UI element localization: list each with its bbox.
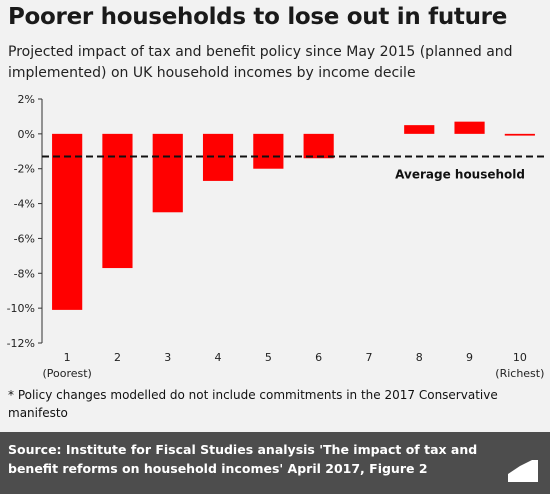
chart-title: Poorer households to lose out in future <box>8 4 508 30</box>
y-tick-label: -4% <box>14 198 35 211</box>
x-tick-label: 7 <box>365 351 372 364</box>
x-tick-label: 6 <box>315 351 322 364</box>
x-tick-label: 3 <box>164 351 171 364</box>
x-tick-label: 2 <box>114 351 121 364</box>
y-tick-label: -10% <box>7 302 35 315</box>
y-tick-label: -6% <box>14 232 35 245</box>
y-tick-label: -2% <box>14 163 35 176</box>
x-tick-label: 9 <box>466 351 473 364</box>
x-tick-label: 8 <box>416 351 423 364</box>
chart-subtitle: Projected impact of tax and benefit poli… <box>8 44 513 81</box>
bar-decile-3 <box>152 133 183 213</box>
x-tick-label: 5 <box>265 351 272 364</box>
x-tick-label: 10 <box>513 351 527 364</box>
bar-decile-1 <box>52 133 83 310</box>
x-tick-label: 4 <box>215 351 222 364</box>
bar-decile-8 <box>404 125 435 134</box>
x-tick-sublabel: (Poorest) <box>42 367 91 380</box>
bar-decile-2 <box>102 133 133 269</box>
bar-decile-5 <box>253 133 284 169</box>
source-footer: Source: Institute for Fiscal Studies ana… <box>0 432 550 494</box>
bar-decile-10 <box>504 133 535 136</box>
bar-decile-9 <box>454 121 485 134</box>
bar-decile-6 <box>303 133 334 159</box>
average-household-label: Average household <box>395 168 525 182</box>
y-tick-label: -8% <box>14 267 35 280</box>
y-tick-label: 0% <box>18 128 35 141</box>
full-fact-logo-icon <box>508 460 538 482</box>
source-text: Source: Institute for Fiscal Studies ana… <box>8 442 478 476</box>
x-tick-sublabel: (Richest) <box>495 367 544 380</box>
footnote: * Policy changes modelled do not include… <box>8 388 498 420</box>
y-tick-label: -12% <box>7 337 35 350</box>
y-tick-label: 2% <box>18 93 35 106</box>
x-tick-label: 1 <box>64 351 71 364</box>
bar-chart: 2% 0% -2% -4% -6% -8% -10% -12% 1 (Poorest) 2 3 4 5 6 7… <box>7 93 545 380</box>
